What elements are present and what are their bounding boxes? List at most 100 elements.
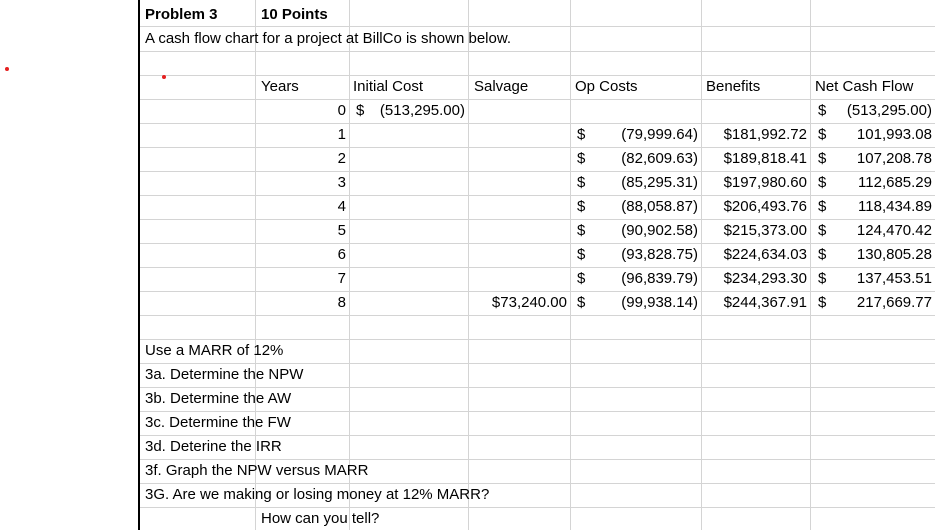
net-cash-currency: $: [818, 198, 827, 215]
net-cash-cell: 118,434.89: [858, 198, 932, 215]
net-cash-currency: $: [818, 174, 827, 191]
year-cell: 5: [337, 222, 346, 239]
column-gridline: [468, 0, 469, 530]
benefits-cell: $189,818.41: [723, 150, 807, 167]
net-cash-cell: 130,805.28: [856, 246, 932, 263]
year-cell: 7: [337, 270, 346, 287]
question-text: 3a. Determine the NPW: [145, 366, 304, 383]
benefits-cell: $197,980.60: [723, 174, 807, 191]
op-cost-currency: $: [577, 294, 586, 311]
salvage-cell: $73,240.00: [491, 294, 567, 311]
net-cash-cell: 107,208.78: [856, 150, 932, 167]
sheet-left-border: [138, 0, 140, 530]
net-cash-cell: 124,470.42: [856, 222, 932, 239]
net-cash-cell: 217,669.77: [856, 294, 932, 311]
benefits-cell: $215,373.00: [723, 222, 807, 239]
op-cost-currency: $: [577, 270, 586, 287]
op-cost-cell: (96,839.79): [621, 270, 698, 287]
column-gridline: [349, 0, 350, 530]
column-header-net-cash-flow: Net Cash Flow: [815, 78, 914, 95]
question-text: 3c. Determine the FW: [145, 414, 291, 431]
net-cash-currency: $: [818, 222, 827, 239]
row-gridline: [140, 243, 935, 244]
year-cell: 3: [337, 174, 346, 191]
problem-label: Problem 3: [145, 6, 218, 23]
column-gridline: [570, 0, 571, 530]
year-cell: 2: [337, 150, 346, 167]
year-cell: 4: [337, 198, 346, 215]
row-gridline: [140, 147, 935, 148]
year-cell: 6: [337, 246, 346, 263]
net-cash-cell: 112,685.29: [858, 174, 932, 191]
column-header-initial-cost: Initial Cost: [353, 78, 424, 95]
net-cash-currency: $: [818, 246, 827, 263]
followup-text: How can you tell?: [261, 510, 380, 527]
row-gridline: [140, 75, 935, 76]
column-gridline: [701, 0, 702, 530]
year-cell: 0: [337, 102, 346, 119]
row-gridline: [140, 171, 935, 172]
net-cash-currency: $: [818, 102, 827, 119]
op-cost-cell: (93,828.75): [621, 246, 698, 263]
row-gridline: [140, 99, 935, 100]
question-text: Use a MARR of 12%: [145, 342, 284, 359]
benefits-cell: $234,293.30: [723, 270, 807, 287]
op-cost-cell: (88,058.87): [621, 198, 698, 215]
net-cash-currency: $: [818, 294, 827, 311]
net-cash-currency: $: [818, 126, 827, 143]
op-cost-cell: (90,902.58): [621, 222, 698, 239]
initial-cost-currency: $: [356, 102, 365, 119]
row-gridline: [140, 267, 935, 268]
op-cost-currency: $: [577, 174, 586, 191]
net-cash-currency: $: [818, 270, 827, 287]
row-gridline: [140, 315, 935, 316]
row-gridline: [140, 507, 935, 508]
red-marker-dot: [5, 67, 9, 71]
year-cell: 1: [337, 126, 346, 143]
net-cash-cell: 137,453.51: [856, 270, 932, 287]
benefits-cell: $224,634.03: [723, 246, 807, 263]
net-cash-cell: (513,295.00): [846, 102, 932, 119]
op-cost-currency: $: [577, 222, 586, 239]
row-gridline: [140, 459, 935, 460]
row-gridline: [140, 435, 935, 436]
row-gridline: [140, 411, 935, 412]
points-label: 10 Points: [261, 6, 328, 23]
op-cost-currency: $: [577, 246, 586, 263]
op-cost-cell: (85,295.31): [621, 174, 698, 191]
row-gridline: [140, 195, 935, 196]
benefits-cell: $181,992.72: [723, 126, 807, 143]
year-cell: 8: [337, 294, 346, 311]
op-cost-currency: $: [577, 198, 586, 215]
row-gridline: [140, 51, 935, 52]
net-cash-currency: $: [818, 150, 827, 167]
question-text: 3G. Are we making or losing money at 12%…: [145, 486, 490, 503]
row-gridline: [140, 26, 935, 27]
op-cost-cell: (79,999.64): [621, 126, 698, 143]
op-cost-currency: $: [577, 150, 586, 167]
op-cost-cell: (99,938.14): [621, 294, 698, 311]
initial-cost-cell: (513,295.00): [379, 102, 465, 119]
op-cost-cell: (82,609.63): [621, 150, 698, 167]
column-header-years: Years: [261, 78, 299, 95]
column-header-salvage: Salvage: [474, 78, 529, 95]
question-text: 3d. Deterine the IRR: [145, 438, 282, 455]
column-gridline: [255, 0, 256, 530]
row-gridline: [140, 339, 935, 340]
benefits-cell: $244,367.91: [723, 294, 807, 311]
column-gridline: [810, 0, 811, 530]
row-gridline: [140, 291, 935, 292]
row-gridline: [140, 387, 935, 388]
net-cash-cell: 101,993.08: [856, 126, 932, 143]
column-header-benefits: Benefits: [706, 78, 761, 95]
question-text: 3b. Determine the AW: [145, 390, 292, 407]
red-marker-dot: [162, 75, 166, 79]
row-gridline: [140, 123, 935, 124]
description-text: A cash flow chart for a project at BillC…: [145, 30, 512, 47]
column-header-op-costs: Op Costs: [575, 78, 638, 95]
op-cost-currency: $: [577, 126, 586, 143]
question-text: 3f. Graph the NPW versus MARR: [145, 462, 369, 479]
row-gridline: [140, 363, 935, 364]
benefits-cell: $206,493.76: [723, 198, 807, 215]
